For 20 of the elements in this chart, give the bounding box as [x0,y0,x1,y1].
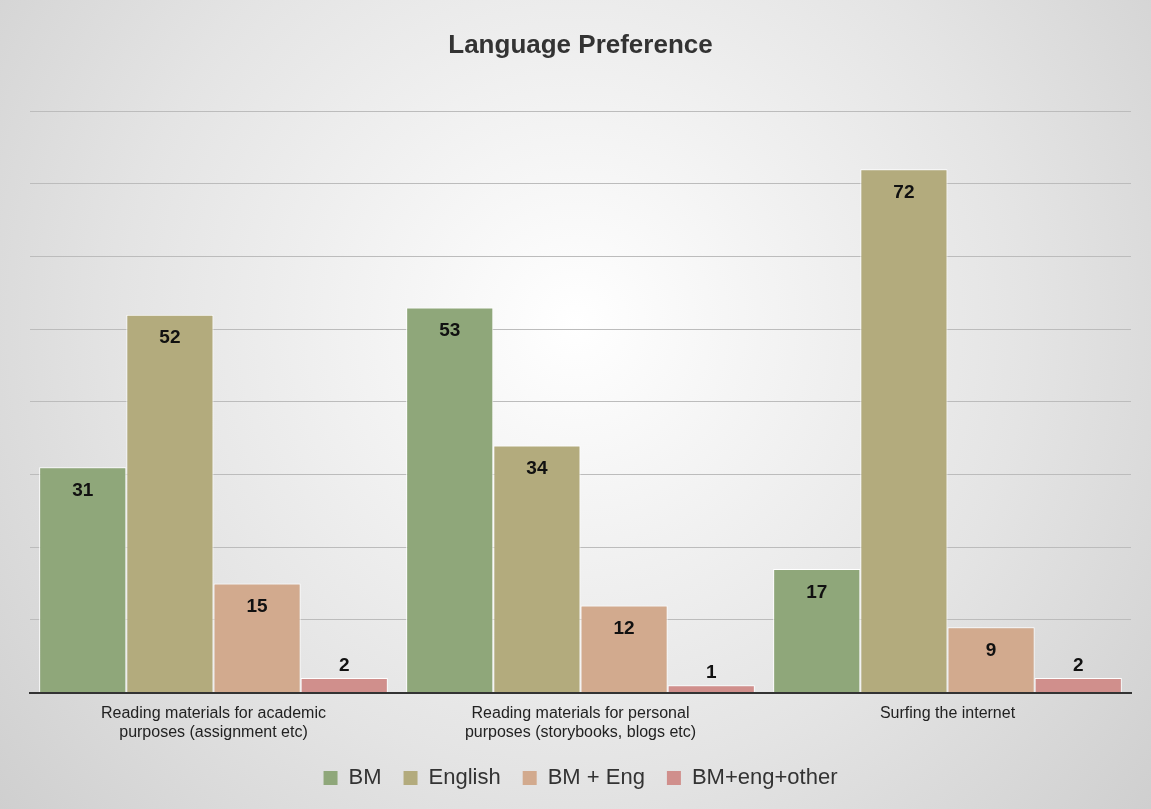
data-label: 15 [246,595,269,617]
chart-title: Language Preference [448,28,713,59]
data-label: 2 [338,653,350,675]
legend-label: English [428,764,501,790]
data-label: 2 [1072,653,1084,675]
data-label: 12 [613,617,635,639]
legend-label: BM+eng+other [691,764,838,790]
data-label: 34 [526,457,548,479]
data-label: 52 [159,326,181,348]
data-label: 53 [439,319,461,341]
legend-label: BM + Eng [547,764,645,790]
legend-label: BM [348,764,382,790]
data-label: 17 [806,580,828,602]
data-label: 9 [985,638,997,660]
data-label: 72 [893,181,915,203]
data-label: 31 [72,479,94,501]
x-tick-label: Reading materials for personal purposes (storybooks, blogs etc) [464,703,697,740]
x-tick-label: Reading materials for academic purposes (assignment etc) [101,703,326,740]
x-tick-label: Surfing the internet [879,703,1016,721]
data-label: 1 [705,661,717,683]
